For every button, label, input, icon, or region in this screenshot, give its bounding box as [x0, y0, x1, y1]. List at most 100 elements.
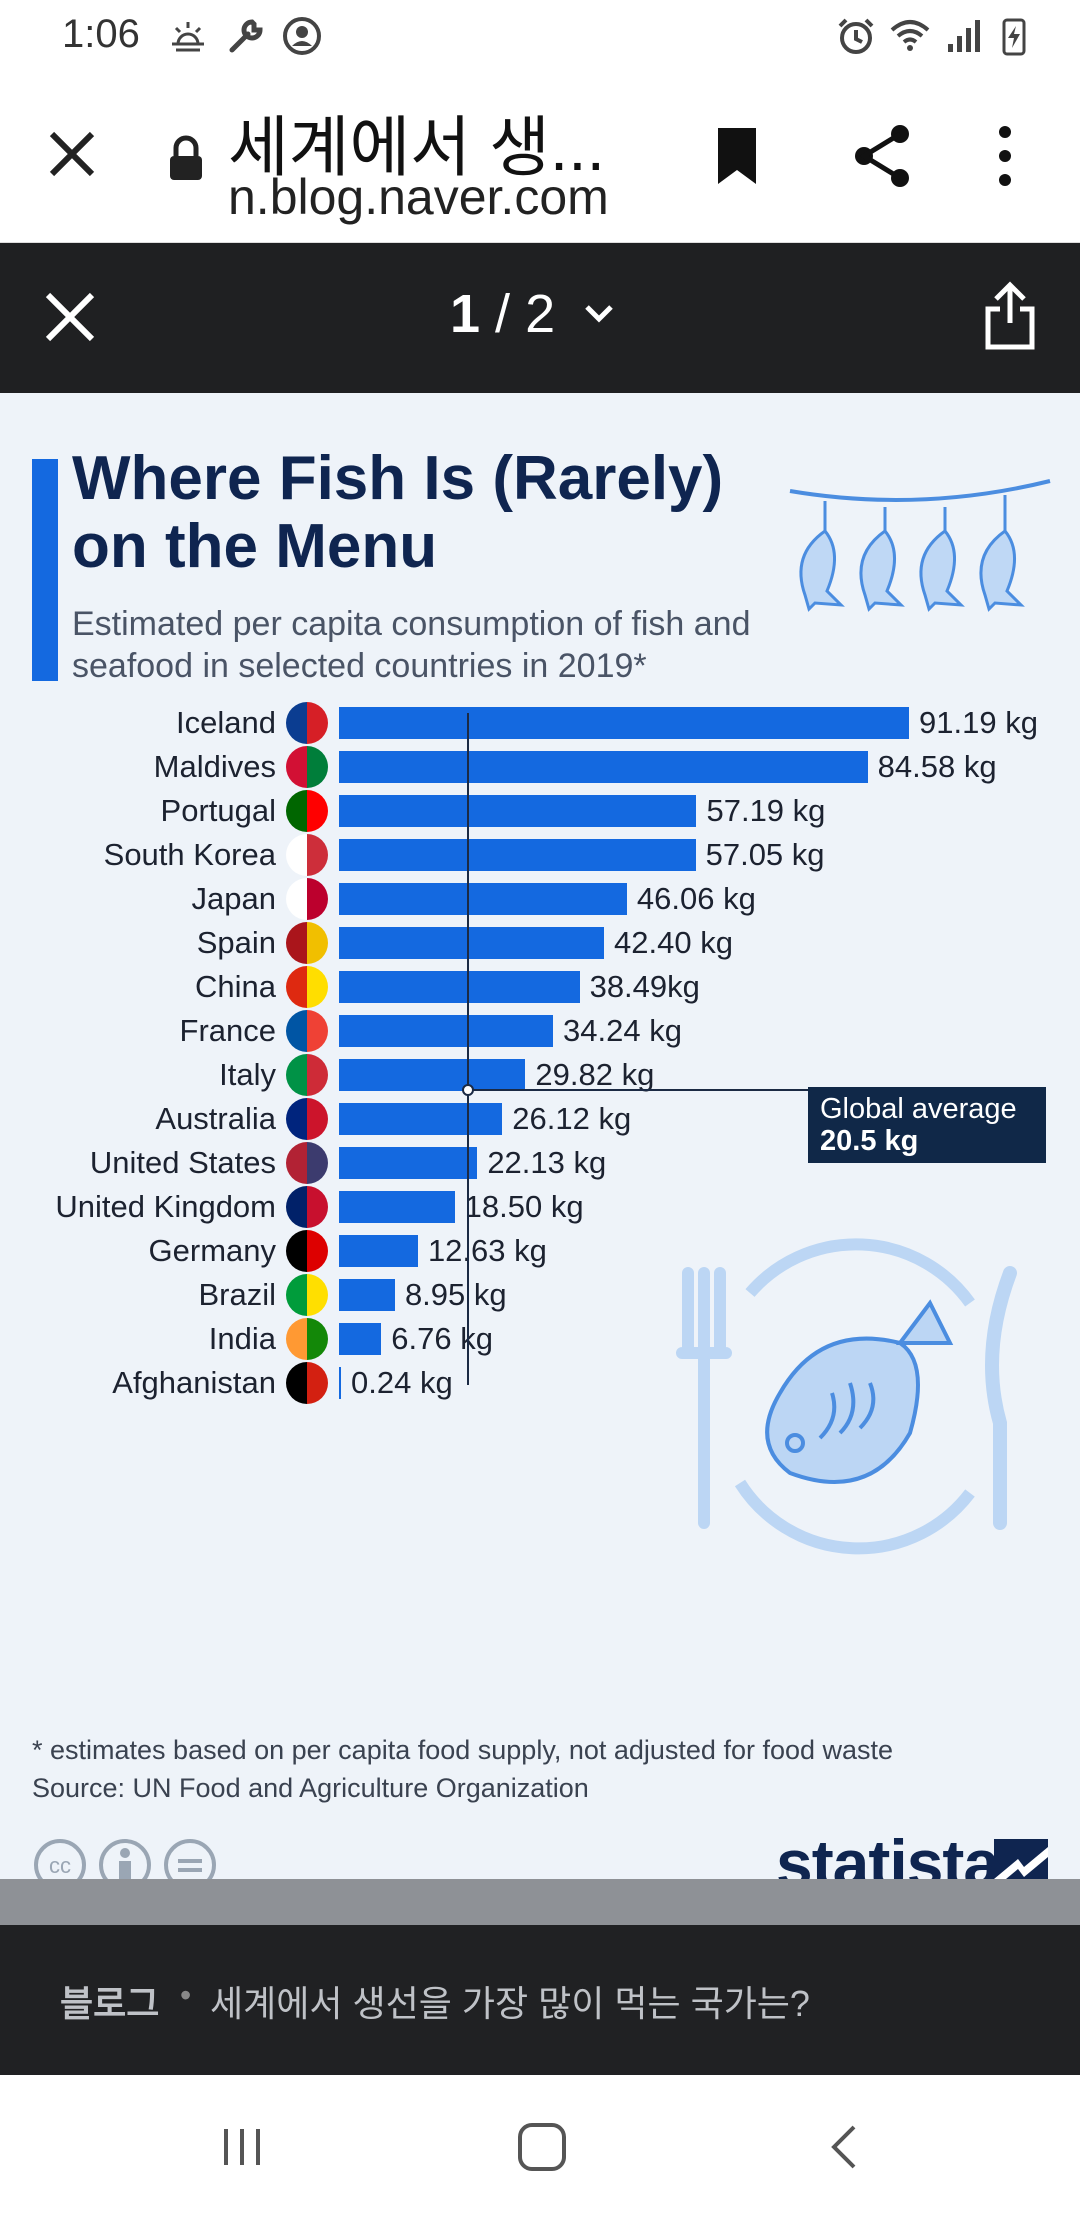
chart-subtitle: Estimated per capita consumption of fish… — [72, 605, 751, 685]
global-average-connector — [467, 1089, 814, 1091]
global-average-marker — [462, 1084, 475, 1096]
value-label-japan: 46.06 kg — [636, 881, 756, 916]
caption-text[interactable]: 세계에서 생선을 가장 많이 먹는 국가는? — [210, 1983, 810, 2024]
country-label-portugal: Portugal — [160, 793, 276, 828]
page-total: 2 — [525, 284, 556, 344]
bar-south-korea — [339, 839, 696, 871]
country-label-spain: Spain — [196, 925, 276, 960]
page-url[interactable]: n.blog.naver.com — [228, 169, 609, 225]
value-label-brazil: 8.95 kg — [404, 1277, 507, 1312]
home-icon[interactable] — [512, 2117, 572, 2177]
wifi-icon — [890, 20, 930, 51]
bar-japan — [339, 883, 627, 915]
system-navigation-bar — [0, 2075, 1080, 2220]
wrench-icon — [229, 19, 263, 53]
value-label-portugal: 57.19 kg — [706, 793, 826, 828]
caption-separator: • — [180, 1977, 192, 2013]
page-indicator[interactable]: 1 / 2 — [450, 283, 555, 345]
recent-apps-icon[interactable] — [212, 2117, 272, 2177]
global-average-callout: Global average 20.5 kg — [808, 1087, 1046, 1163]
global-average-label: Global average — [820, 1093, 1017, 1125]
bar-united-kingdom — [339, 1191, 455, 1223]
fish-plate-illustration — [676, 1238, 1017, 1555]
flag-maldives-icon — [286, 746, 328, 788]
more-options-icon[interactable] — [990, 122, 1020, 190]
flag-australia-icon — [286, 1098, 328, 1140]
footnote: * estimates based on per capita food sup… — [32, 1735, 894, 1765]
bar-germany — [339, 1235, 418, 1267]
bar-italy — [339, 1059, 526, 1091]
country-label-united-states: United States — [89, 1145, 276, 1180]
account-icon — [283, 17, 321, 55]
image-bottom-band — [0, 1879, 1080, 1925]
country-label-iceland: Iceland — [176, 705, 276, 740]
country-label-australia: Australia — [155, 1101, 276, 1136]
flag-france-icon — [286, 1010, 328, 1052]
flag-portugal-icon — [286, 790, 328, 832]
flag-iceland-icon — [286, 702, 328, 744]
close-viewer-icon[interactable] — [40, 287, 100, 347]
signal-icon — [948, 20, 980, 52]
value-label-italy: 29.82 kg — [535, 1057, 655, 1092]
value-label-china: 38.49kg — [589, 969, 700, 1004]
flag-china-icon — [286, 966, 328, 1008]
page-separator: / — [480, 284, 526, 344]
bar-united-states — [339, 1147, 478, 1179]
back-icon[interactable] — [816, 2117, 876, 2177]
creative-commons-icons: cc — [34, 1839, 216, 1879]
share-icon[interactable] — [850, 122, 916, 190]
page-title[interactable]: 세계에서 생... — [228, 110, 605, 184]
alarm-icon — [838, 18, 874, 54]
country-label-south-korea: South Korea — [103, 837, 276, 872]
flag-india-icon — [286, 1318, 328, 1360]
image-caption-bar: 블로그 • 세계에서 생선을 가장 많이 먹는 국가는? — [0, 1925, 1080, 2075]
bar-afghanistan — [339, 1367, 341, 1399]
source-note: Source: UN Food and Agriculture Organiza… — [32, 1773, 589, 1803]
country-label-france: France — [179, 1013, 276, 1048]
status-bar: 1:06 — [0, 0, 1080, 72]
flag-united-kingdom-icon — [286, 1186, 328, 1228]
image-viewer-toolbar: 1 / 2 — [0, 243, 1080, 393]
chevron-down-icon[interactable] — [582, 297, 616, 331]
bar-australia — [339, 1103, 503, 1135]
title-accent-bar — [32, 459, 58, 681]
value-label-maldives: 84.58 kg — [877, 749, 997, 784]
close-icon[interactable] — [42, 124, 102, 184]
bar-china — [339, 971, 580, 1003]
statista-logo-mark — [994, 1839, 1048, 1879]
country-label-brazil: Brazil — [198, 1277, 276, 1312]
statista-logo: statista — [776, 1826, 1000, 1879]
hanging-fish-illustration — [789, 479, 1051, 612]
bar-spain — [339, 927, 605, 959]
bar-france — [339, 1015, 554, 1047]
infographic[interactable]: Where Fish Is (Rarely) on the Menu Estim… — [0, 393, 1080, 1879]
value-label-france: 34.24 kg — [563, 1013, 682, 1048]
value-label-united-states: 22.13 kg — [487, 1145, 607, 1180]
flag-spain-icon — [286, 922, 328, 964]
country-label-china: China — [195, 969, 276, 1004]
bar-brazil — [339, 1279, 395, 1311]
page-current: 1 — [450, 284, 481, 344]
lock-icon — [170, 135, 202, 180]
bookmark-icon[interactable] — [712, 124, 762, 188]
bar-maldives — [339, 751, 868, 783]
value-label-united-kingdom: 18.50 kg — [464, 1189, 584, 1224]
flag-japan-icon — [286, 878, 328, 920]
flag-afghanistan-icon — [286, 1362, 328, 1404]
global-average-value: 20.5 kg — [820, 1125, 919, 1157]
battery-charging-icon — [1002, 18, 1026, 56]
chart-title: Where Fish Is (Rarely) on the Menu — [72, 444, 724, 581]
value-label-iceland: 91.19 kg — [919, 705, 1038, 740]
value-label-spain: 42.40 kg — [614, 925, 733, 960]
export-icon[interactable] — [982, 279, 1038, 353]
value-label-germany: 12.63 kg — [427, 1233, 547, 1268]
flag-south-korea-icon — [286, 834, 328, 876]
caption-category[interactable]: 블로그 — [60, 1983, 160, 2024]
value-label-south-korea: 57.05 kg — [705, 837, 825, 872]
svg-text:cc: cc — [49, 1853, 71, 1878]
flag-germany-icon — [286, 1230, 328, 1272]
country-label-italy: Italy — [219, 1057, 276, 1092]
flag-brazil-icon — [286, 1274, 328, 1316]
browser-toolbar: 세계에서 생... n.blog.naver.com — [0, 72, 1080, 243]
status-time: 1:06 — [62, 12, 140, 56]
